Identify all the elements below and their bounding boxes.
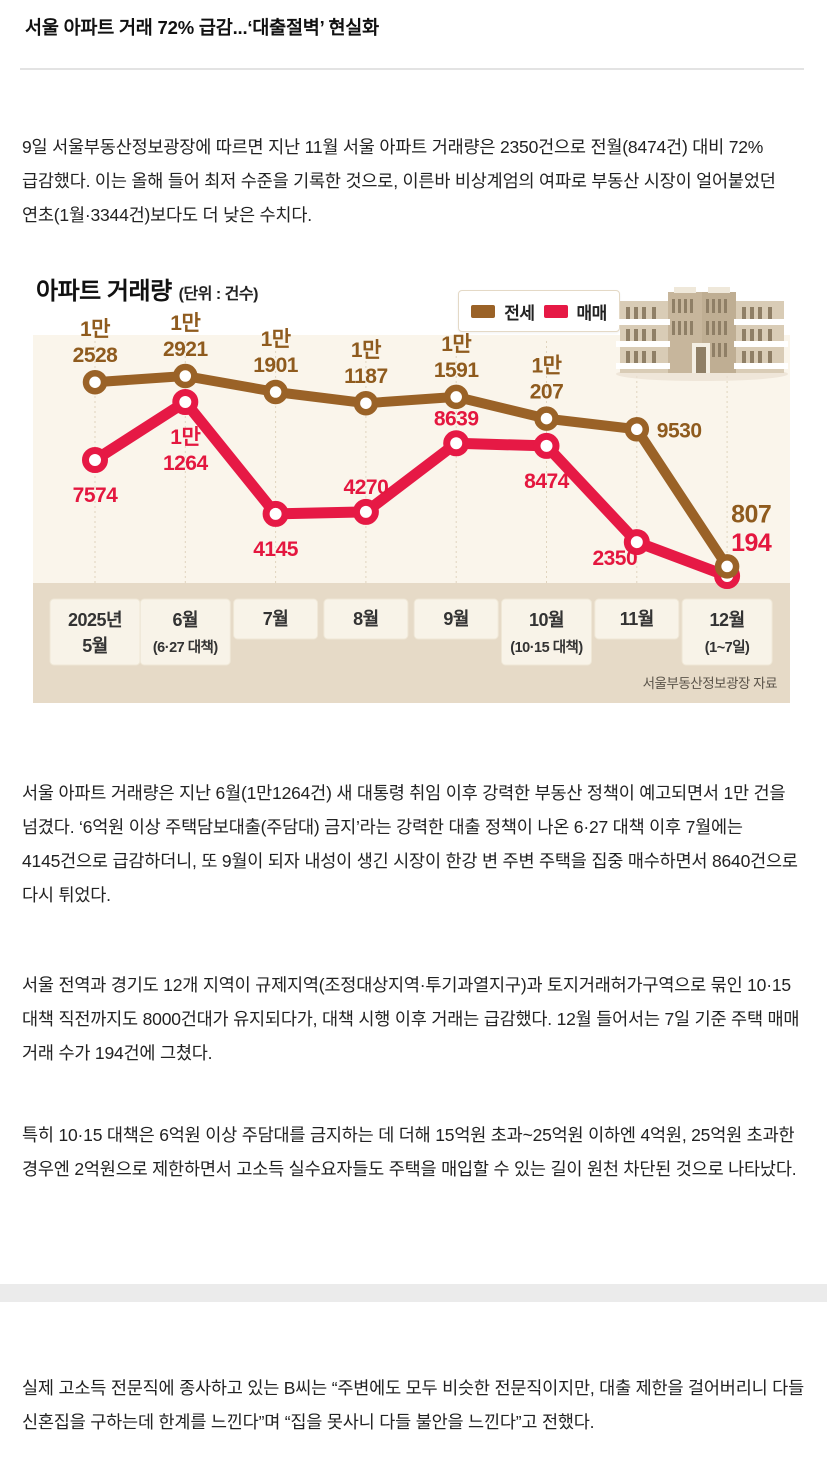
series-marker-전세	[173, 363, 198, 389]
svg-text:10월: 10월	[529, 610, 564, 630]
svg-text:1만: 1만	[441, 333, 471, 356]
svg-text:(6·27 대책): (6·27 대책)	[153, 639, 219, 656]
x-axis-box	[413, 598, 499, 640]
legend-label-jeonse: 전세	[504, 303, 535, 323]
svg-text:1만: 1만	[351, 339, 381, 362]
svg-text:9530: 9530	[657, 419, 702, 442]
series-line-매매	[89, 396, 733, 582]
svg-text:1만: 1만	[170, 426, 200, 449]
series-marker-매매	[623, 529, 650, 556]
svg-text:6월: 6월	[173, 610, 199, 630]
svg-text:7574: 7574	[73, 484, 119, 507]
article-paragraph-5: 실제 고소득 전문직에 종사하고 있는 B씨는 “주변에도 모두 비슷한 전문직…	[22, 1377, 804, 1432]
series-marker-전세	[263, 379, 288, 405]
chart-title: 아파트 거래량	[36, 278, 172, 305]
legend-label-maemae: 매매	[576, 303, 608, 323]
chart-unit-label: (단위 : 건수)	[178, 286, 259, 303]
x-axis-box	[139, 598, 231, 666]
svg-text:서울부동산정보광장 자료: 서울부동산정보광장 자료	[643, 676, 777, 691]
svg-text:8639: 8639	[434, 407, 479, 430]
svg-text:207: 207	[530, 381, 564, 404]
svg-text:2528: 2528	[73, 344, 119, 367]
chart-title-row: 아파트 거래량 (단위 : 건수)	[36, 271, 258, 306]
chart-legend: 전세 매매	[458, 290, 620, 332]
section-divider-band	[0, 1284, 827, 1302]
legend-swatch-maemae	[543, 304, 568, 318]
svg-text:1만: 1만	[170, 312, 200, 335]
x-axis-box	[681, 598, 773, 666]
svg-text:9월: 9월	[443, 609, 469, 629]
apartment-transactions-chart: 2025년 5월 6월 (6·27 대책) 7월 8월 9월 10월 (10·15 대책) 11월…	[16, 263, 811, 713]
svg-text:1만: 1만	[80, 318, 110, 341]
series-marker-전세	[534, 406, 559, 431]
article-paragraph-1: 9일 서울부동산정보광장에 따르면 지난 11월 서울 아파트 거래량은 235…	[22, 136, 776, 225]
svg-text:11월: 11월	[620, 609, 654, 629]
svg-text:1591: 1591	[434, 359, 480, 382]
svg-text:1187: 1187	[344, 365, 388, 388]
svg-text:8474: 8474	[524, 470, 570, 493]
x-axis-box	[594, 598, 680, 640]
svg-text:4145: 4145	[253, 538, 299, 561]
series-marker-매매	[262, 500, 289, 527]
article-paragraph-3: 서울 전역과 경기도 12개 지역이 규제지역(조정대상지역·투기과열지구)과 …	[22, 974, 800, 1063]
series-marker-매매	[172, 389, 199, 415]
series-marker-매매	[82, 447, 108, 473]
series-line-전세	[90, 371, 733, 572]
svg-text:807: 807	[731, 500, 771, 528]
series-marker-전세	[353, 390, 379, 416]
series-marker-매매	[443, 430, 470, 457]
series-marker-전세	[624, 417, 650, 442]
svg-text:194: 194	[731, 529, 772, 557]
x-axis-box	[233, 598, 319, 640]
series-marker-전세	[443, 384, 469, 410]
svg-text:(10·15 대책): (10·15 대책)	[510, 639, 583, 656]
svg-text:7월: 7월	[263, 609, 289, 629]
svg-text:2921: 2921	[163, 338, 209, 361]
series-marker-매매	[352, 498, 379, 525]
svg-text:5월: 5월	[82, 636, 108, 656]
x-axis-box	[323, 598, 409, 640]
svg-text:4270: 4270	[344, 476, 389, 499]
article-title: 서울 아파트 거래 72% 급감...‘대출절벽’ 현실화	[25, 17, 379, 38]
svg-text:12월: 12월	[710, 610, 745, 630]
svg-text:2025년: 2025년	[68, 610, 122, 630]
svg-text:1만: 1만	[261, 328, 291, 351]
article-paragraph-4: 특히 10·15 대책은 6억원 이상 주담대를 금지하는 데 더해 15억원 …	[22, 1124, 797, 1179]
svg-text:1만: 1만	[532, 355, 562, 378]
series-marker-전세	[82, 369, 108, 395]
svg-text:2350: 2350	[592, 547, 637, 570]
legend-swatch-jeonse	[471, 304, 496, 318]
title-divider	[20, 68, 804, 70]
svg-text:1264: 1264	[163, 452, 209, 475]
building-illustration-icon	[616, 287, 788, 381]
series-marker-매매	[533, 432, 560, 459]
svg-text:8월: 8월	[353, 609, 379, 629]
article-paragraph-2: 서울 아파트 거래량은 지난 6월(1만1264건) 새 대통령 취임 이후 강…	[22, 782, 798, 905]
series-marker-전세	[714, 554, 740, 579]
svg-text:(1~7일): (1~7일)	[705, 639, 750, 656]
svg-text:1901: 1901	[253, 354, 299, 377]
x-axis-box	[501, 598, 592, 666]
